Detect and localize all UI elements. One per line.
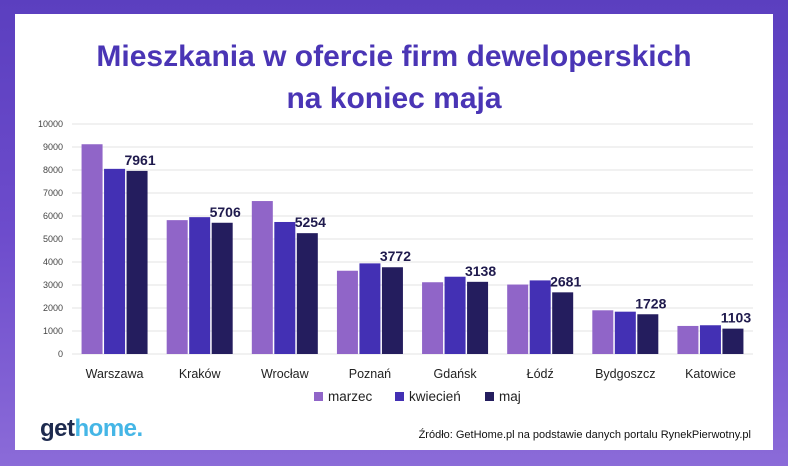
y-tick-label: 8000 xyxy=(43,165,63,175)
y-tick-label: 5000 xyxy=(43,234,63,244)
bar-kwiecień xyxy=(444,276,466,354)
chart-card: Mieszkania w ofercie firm deweloperskich… xyxy=(15,14,773,450)
logo-get: get xyxy=(40,415,75,442)
y-tick-label: 2000 xyxy=(43,303,63,313)
y-tick-label: 10000 xyxy=(38,119,63,129)
y-tick-label: 3000 xyxy=(43,280,63,290)
bar-kwiecień xyxy=(529,280,551,354)
y-tick-label: 9000 xyxy=(43,142,63,152)
chart-title-line2: na koniec maja xyxy=(286,82,502,115)
bar-maj xyxy=(637,314,659,354)
data-label: 1728 xyxy=(635,295,666,311)
bar-kwiecień xyxy=(274,221,296,354)
chart-title-line1: Mieszkania w ofercie firm deweloperskich xyxy=(96,40,692,73)
y-tick-label: 4000 xyxy=(43,257,63,267)
bar-marzec xyxy=(592,310,614,354)
bar-chart: 0 1000 2000 3000 4000 5000 6000 7000 8000 9000 100… xyxy=(38,119,753,404)
bar-maj xyxy=(381,267,403,354)
bar-kwiecień xyxy=(104,168,126,354)
gethome-logo: gethome. xyxy=(40,415,143,443)
bar-kwiecień xyxy=(699,325,721,354)
bar-maj xyxy=(552,292,574,354)
data-label: 3138 xyxy=(465,263,496,279)
legend-swatch xyxy=(395,392,404,401)
bar-maj xyxy=(722,328,744,354)
x-category-label: Wrocław xyxy=(261,367,310,381)
x-category-label: Gdańsk xyxy=(434,367,478,381)
legend-swatch xyxy=(314,392,323,401)
legend-label: maj xyxy=(499,389,521,404)
legend-swatch xyxy=(485,392,494,401)
bar-marzec xyxy=(677,325,699,354)
y-tick-label: 6000 xyxy=(43,211,63,221)
data-label: 5254 xyxy=(295,214,326,230)
logo-home: home. xyxy=(74,415,144,442)
data-label: 3772 xyxy=(380,248,411,264)
y-tick-label: 1000 xyxy=(43,326,63,336)
y-tick-label: 7000 xyxy=(43,188,63,198)
chart-title: Mieszkania w ofercie firm deweloperskich… xyxy=(15,36,773,120)
bar-marzec xyxy=(81,144,103,354)
bar-marzec xyxy=(422,282,444,354)
legend-label: marzec xyxy=(328,389,373,404)
bar-maj xyxy=(126,170,148,354)
data-label: 7961 xyxy=(124,152,155,168)
data-label: 5706 xyxy=(210,204,241,220)
bar-maj xyxy=(467,281,489,354)
x-category-label: Katowice xyxy=(685,367,736,381)
bar-marzec xyxy=(166,220,188,354)
x-category-label: Poznań xyxy=(349,367,391,381)
x-category-label: Kraków xyxy=(179,367,222,381)
bar-kwiecień xyxy=(614,311,636,354)
y-tick-label: 0 xyxy=(58,349,63,359)
bar-maj xyxy=(296,233,318,354)
x-category-label: Łódź xyxy=(527,367,554,381)
source-note: Źródło: GetHome.pl na podstawie danych p… xyxy=(418,429,751,441)
bar-kwiecień xyxy=(359,263,381,354)
data-label: 2681 xyxy=(550,273,581,289)
bar-kwiecień xyxy=(189,217,211,354)
x-category-label: Warszawa xyxy=(86,367,144,381)
x-category-label: Bydgoszcz xyxy=(595,367,655,381)
data-label: 1103 xyxy=(721,310,752,326)
bar-marzec xyxy=(336,270,358,354)
bar-maj xyxy=(211,222,233,354)
bar-marzec xyxy=(251,201,273,354)
bar-marzec xyxy=(507,284,529,354)
legend-label: kwiecień xyxy=(409,389,461,404)
